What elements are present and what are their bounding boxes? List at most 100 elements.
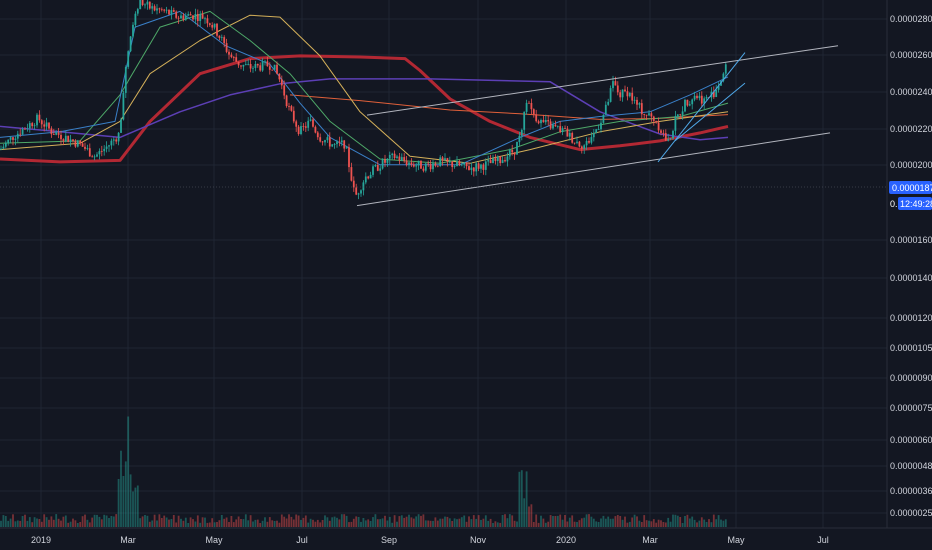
volume-bar-170 bbox=[408, 514, 410, 527]
candle-body-52 bbox=[124, 67, 127, 93]
candle-body-7 bbox=[16, 133, 19, 139]
volume-bar-146 bbox=[350, 521, 353, 527]
volume-bar-75 bbox=[180, 518, 182, 527]
candle-body-180 bbox=[432, 163, 434, 170]
volume-bar-277 bbox=[664, 522, 667, 527]
volume-bar-79 bbox=[189, 517, 192, 527]
candle-body-59 bbox=[141, 0, 144, 5]
volume-bar-42 bbox=[100, 519, 103, 527]
volume-bar-192 bbox=[460, 517, 463, 527]
candle-body-125 bbox=[300, 126, 302, 134]
volume-bar-57 bbox=[136, 485, 139, 527]
volume-bar-212 bbox=[508, 514, 511, 527]
volume-bar-32 bbox=[76, 523, 79, 527]
volume-bar-221 bbox=[530, 504, 533, 527]
candle-body-73 bbox=[175, 11, 178, 18]
candle-body-170 bbox=[408, 162, 410, 165]
volume-bar-101 bbox=[242, 519, 245, 527]
candle-body-260 bbox=[624, 89, 626, 92]
volume-bar-208 bbox=[499, 522, 502, 527]
candle-body-46 bbox=[110, 140, 113, 146]
candle-body-133 bbox=[319, 137, 322, 142]
volume-bar-61 bbox=[146, 515, 149, 527]
candle-body-209 bbox=[501, 160, 504, 163]
candle-body-255 bbox=[612, 81, 614, 89]
volume-bar-274 bbox=[657, 519, 660, 527]
volume-bar-1 bbox=[2, 515, 5, 527]
volume-bar-115 bbox=[276, 520, 278, 527]
volume-bar-209 bbox=[501, 515, 504, 527]
candle-body-38 bbox=[91, 156, 94, 158]
volume-bar-279 bbox=[669, 521, 672, 527]
volume-bar-3 bbox=[7, 520, 10, 527]
candle-body-259 bbox=[621, 89, 624, 98]
candle-body-230 bbox=[552, 124, 554, 129]
candle-body-142 bbox=[340, 140, 343, 143]
volume-bar-172 bbox=[412, 518, 415, 527]
candle-body-109 bbox=[261, 61, 264, 71]
candle-body-288 bbox=[691, 99, 694, 105]
time-axis-bg bbox=[0, 528, 932, 550]
volume-bar-11 bbox=[26, 520, 29, 527]
volume-bar-49 bbox=[117, 479, 120, 527]
candle-body-72 bbox=[172, 10, 175, 12]
moving-average-5 bbox=[0, 10, 729, 166]
volume-bar-88 bbox=[211, 518, 214, 527]
candle-body-107 bbox=[256, 64, 259, 66]
candle-body-36 bbox=[86, 148, 89, 149]
volume-bar-261 bbox=[626, 522, 629, 527]
volume-bar-35 bbox=[84, 514, 86, 527]
volume-bar-273 bbox=[655, 522, 658, 527]
volume-bar-126 bbox=[302, 517, 305, 527]
volume-bar-2 bbox=[4, 516, 7, 527]
candle-body-33 bbox=[79, 140, 82, 144]
volume-bar-199 bbox=[477, 515, 480, 527]
volume-bar-62 bbox=[148, 521, 151, 527]
candle-body-40 bbox=[96, 154, 98, 157]
volume-bar-5 bbox=[12, 514, 14, 527]
volume-bar-165 bbox=[396, 521, 398, 527]
trendlines[interactable] bbox=[356, 45, 839, 207]
candle-body-258 bbox=[619, 92, 622, 98]
countdown-prefix: 0. bbox=[890, 199, 898, 209]
volume-bar-38 bbox=[91, 517, 94, 527]
x-tick-6: 2020 bbox=[556, 535, 576, 545]
candle-body-266 bbox=[638, 103, 641, 105]
volume-bar-48 bbox=[115, 514, 118, 527]
candle-body-246 bbox=[590, 137, 593, 143]
volume-bar-298 bbox=[715, 519, 718, 527]
candle-body-166 bbox=[398, 156, 401, 161]
volume-bar-197 bbox=[472, 515, 475, 527]
volume-bar-191 bbox=[458, 518, 461, 527]
candle-body-234 bbox=[561, 128, 564, 132]
volume-bar-9 bbox=[21, 516, 24, 527]
volume-bar-260 bbox=[624, 516, 626, 527]
volume-bar-182 bbox=[436, 520, 439, 527]
candle-body-65 bbox=[156, 8, 158, 11]
volume-bar-262 bbox=[628, 521, 631, 527]
candle-body-217 bbox=[520, 129, 523, 136]
candle-body-113 bbox=[271, 69, 274, 71]
time-axis[interactable]: 2019 Mar May Jul Sep Nov 2020 Mar May Jul bbox=[0, 527, 932, 550]
candle-body-58 bbox=[139, 0, 142, 10]
volume-bar-120 bbox=[288, 514, 290, 527]
candle-body-191 bbox=[458, 161, 461, 166]
volume-bar-133 bbox=[319, 522, 322, 527]
candle-body-120 bbox=[288, 106, 290, 107]
candle-body-270 bbox=[648, 113, 650, 116]
volume-bar-136 bbox=[326, 517, 329, 527]
candle-body-19 bbox=[45, 122, 48, 127]
candle-body-11 bbox=[26, 128, 29, 130]
volume-bar-19 bbox=[45, 517, 48, 527]
y-tick-14: 0.00000250 bbox=[890, 508, 932, 518]
candle-body-176 bbox=[422, 168, 425, 171]
volume-bar-119 bbox=[285, 518, 288, 527]
candle-body-98 bbox=[235, 57, 238, 62]
candle-body-50 bbox=[120, 119, 122, 133]
candle-body-299 bbox=[717, 85, 720, 90]
volume-bar-210 bbox=[504, 514, 506, 527]
volume-bar-247 bbox=[592, 518, 595, 527]
